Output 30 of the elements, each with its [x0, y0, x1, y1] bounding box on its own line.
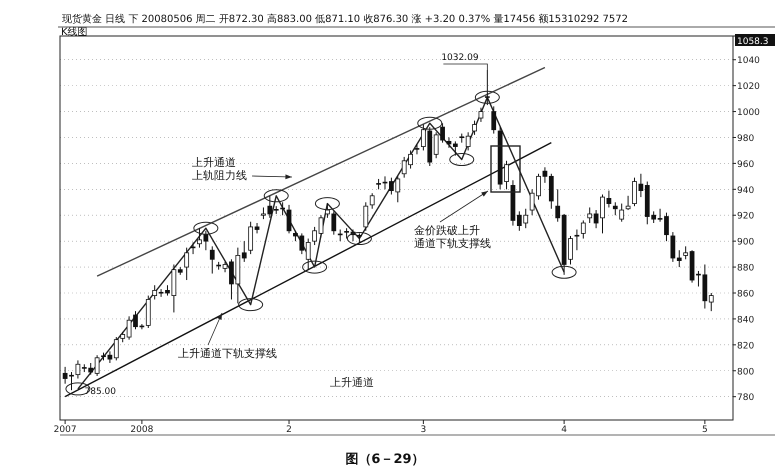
y-tick-label: 780 [737, 393, 754, 404]
y-tick-label: 840 [737, 315, 754, 326]
y-tick-label: 1040 [737, 56, 760, 66]
x-tick-label: 4 [561, 425, 568, 435]
x-tick-label: 2007 [54, 425, 77, 435]
y-tick-label: 880 [737, 264, 754, 274]
y-tick-label: 1058.3 [737, 37, 768, 47]
chart-subtitle: K线图 [61, 26, 88, 38]
x-tick-label: 2 [286, 425, 292, 435]
y-tick-label: 860 [737, 289, 754, 300]
x-tick-label: 2008 [130, 425, 154, 435]
y-tick-label: 820 [737, 341, 754, 352]
x-tick-label: 5 [702, 425, 708, 435]
y-tick-label: 920 [737, 212, 754, 222]
annotation: 上升通道上轨阻力线 [192, 156, 247, 182]
annotation: 上升通道下轨支撑线 [178, 347, 277, 360]
annotation: 1032.09 [441, 52, 479, 63]
text: 图（6－29） [345, 452, 425, 467]
y-tick-label: 1020 [737, 82, 760, 92]
x-tick-label: 3 [420, 425, 426, 435]
annotation: 785.00 [84, 387, 116, 398]
y-tick-label: 940 [737, 186, 754, 196]
chart-title: 现货黄金 日线 下 20080506 周二 开872.30 高883.00 低871.10 收876.30 涨 +3.20 0.37% 量17456 额15310292 7572 [62, 13, 628, 25]
y-tick-label: 960 [737, 160, 754, 170]
annotation: 上升通道 [330, 376, 374, 389]
y-tick-label: 900 [737, 238, 754, 248]
y-tick-label: 1000 [737, 108, 760, 118]
y-tick-label: 980 [737, 134, 754, 144]
y-tick-label: 800 [737, 367, 754, 378]
annotation: 金价跌破上升通道下轨支撑线 [414, 224, 491, 250]
